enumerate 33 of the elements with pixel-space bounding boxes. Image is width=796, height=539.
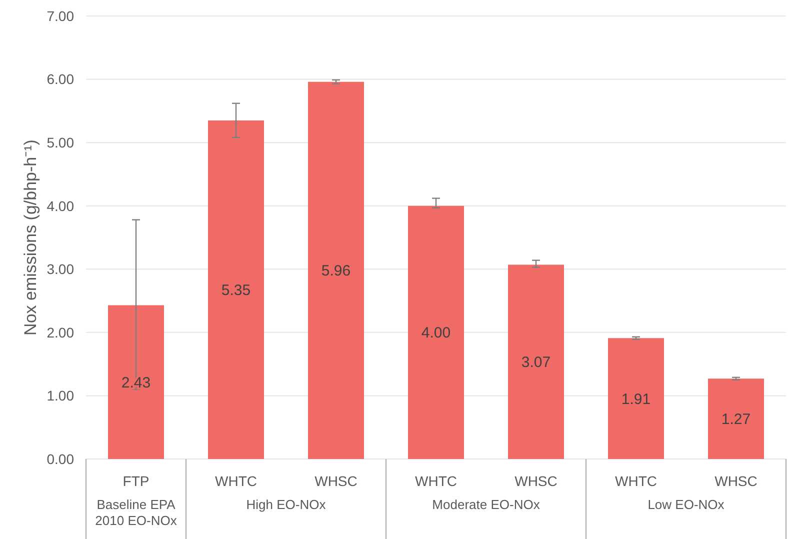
x-tick-label: WHSC <box>314 472 358 489</box>
x-tick-label: WHTC <box>215 472 257 489</box>
x-tick-label: FTP <box>122 472 150 489</box>
y-tick-label: 4.00 <box>46 198 74 214</box>
y-tick-label: 7.00 <box>46 8 74 24</box>
y-axis-title: Nox emissions (g/bhp-h⁻¹) <box>21 140 40 336</box>
bar <box>408 206 464 459</box>
bar <box>508 264 564 459</box>
x-tick-label: WHTC <box>415 472 457 489</box>
y-tick-label: 1.00 <box>46 388 74 404</box>
text: Baseline EPA 2010 EO-NOx <box>95 497 178 528</box>
data-label: 1.91 <box>621 390 651 408</box>
data-label: 4.00 <box>421 324 451 342</box>
y-tick-label: 6.00 <box>46 71 74 88</box>
bar <box>308 82 364 459</box>
data-label: 3.07 <box>521 354 551 372</box>
data-label: 5.35 <box>221 282 251 299</box>
text: Low EO-NOx <box>648 497 725 512</box>
text: High EO-NOx <box>246 497 326 512</box>
y-tick-label: 0.00 <box>46 450 74 467</box>
x-tick-label: WHSC <box>514 472 558 489</box>
y-tick-label: 5.00 <box>46 134 74 150</box>
y-tick-label: 3.00 <box>46 261 74 278</box>
text: Moderate EO-NOx <box>432 497 540 512</box>
x-tick-label: WHTC <box>615 472 657 489</box>
bar <box>108 305 164 459</box>
bar <box>708 378 764 459</box>
y-tick-label: 2.00 <box>46 324 74 340</box>
data-label: 1.27 <box>721 411 751 428</box>
bar <box>608 338 664 459</box>
data-label: 5.96 <box>321 262 351 280</box>
bar <box>208 120 264 459</box>
x-tick-label: WHSC <box>714 472 758 489</box>
